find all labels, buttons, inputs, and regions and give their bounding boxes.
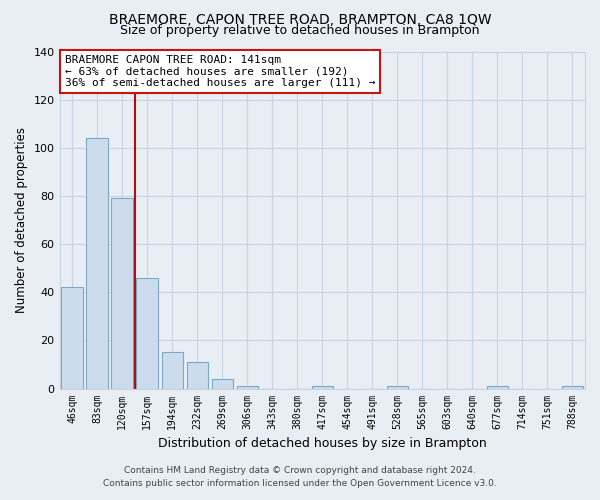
X-axis label: Distribution of detached houses by size in Brampton: Distribution of detached houses by size …	[158, 437, 487, 450]
Bar	[212, 379, 233, 388]
Bar	[236, 386, 258, 388]
Bar	[387, 386, 408, 388]
Bar	[112, 198, 133, 388]
Bar	[487, 386, 508, 388]
Bar	[311, 386, 333, 388]
Bar	[86, 138, 108, 388]
Text: Contains HM Land Registry data © Crown copyright and database right 2024.
Contai: Contains HM Land Registry data © Crown c…	[103, 466, 497, 487]
Bar	[136, 278, 158, 388]
Text: BRAEMORE CAPON TREE ROAD: 141sqm
← 63% of detached houses are smaller (192)
36% : BRAEMORE CAPON TREE ROAD: 141sqm ← 63% o…	[65, 55, 375, 88]
Bar	[61, 288, 83, 388]
Y-axis label: Number of detached properties: Number of detached properties	[15, 127, 28, 313]
Bar	[161, 352, 183, 388]
Bar	[562, 386, 583, 388]
Text: BRAEMORE, CAPON TREE ROAD, BRAMPTON, CA8 1QW: BRAEMORE, CAPON TREE ROAD, BRAMPTON, CA8…	[109, 12, 491, 26]
Bar	[187, 362, 208, 388]
Text: Size of property relative to detached houses in Brampton: Size of property relative to detached ho…	[120, 24, 480, 37]
